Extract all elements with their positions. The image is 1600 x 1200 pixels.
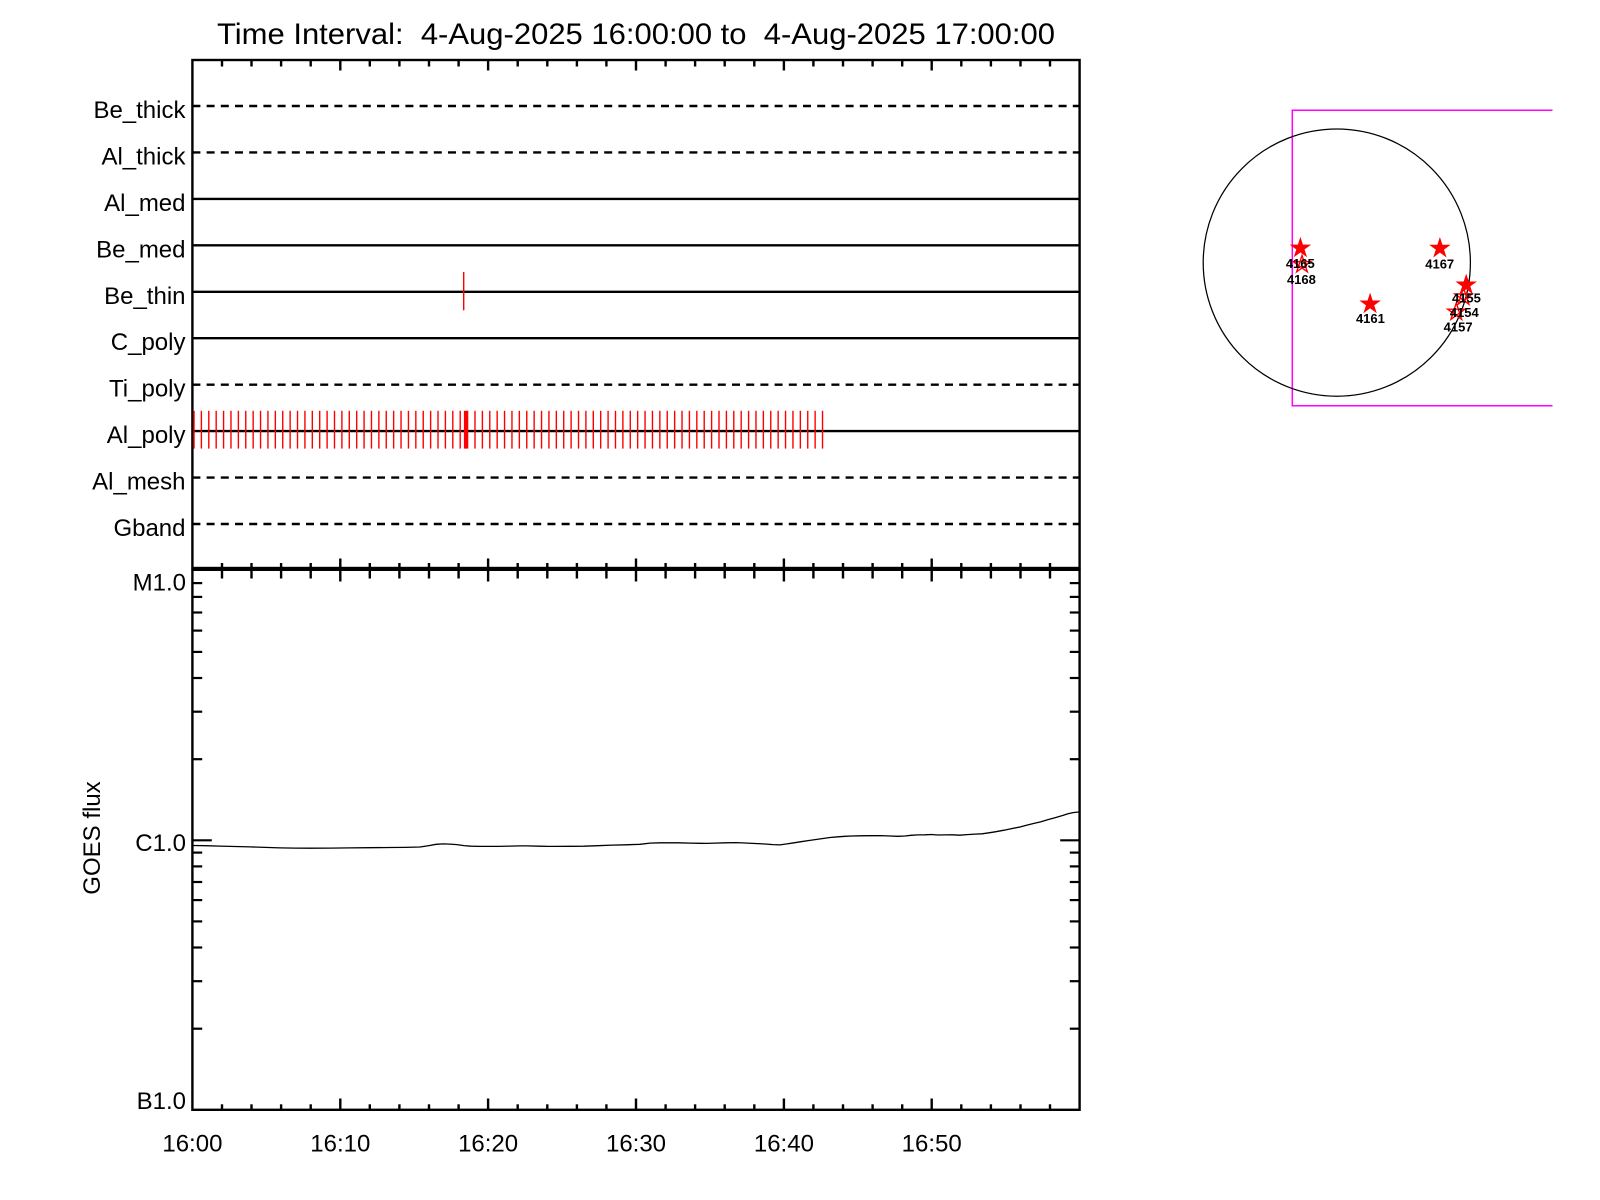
svg-text:4168: 4168	[1287, 272, 1316, 287]
svg-text:GOES flux: GOES flux	[79, 781, 106, 894]
svg-text:4154: 4154	[1450, 305, 1480, 320]
svg-text:C1.0: C1.0	[135, 830, 186, 857]
svg-text:Time Interval: 4-Aug-2025 16:: Time Interval: 4-Aug-2025 16:00:00 to 4-…	[217, 18, 1055, 51]
svg-text:Gband: Gband	[113, 515, 185, 542]
svg-text:M1.0: M1.0	[133, 570, 186, 597]
svg-text:Be_thick: Be_thick	[93, 97, 186, 124]
svg-text:Al_mesh: Al_mesh	[92, 469, 185, 496]
svg-text:Be_med: Be_med	[96, 236, 185, 263]
svg-text:Al_med: Al_med	[104, 190, 185, 217]
svg-text:16:50: 16:50	[902, 1131, 962, 1158]
svg-text:16:30: 16:30	[606, 1131, 666, 1158]
svg-text:Be_thin: Be_thin	[104, 283, 185, 310]
svg-text:4155: 4155	[1452, 290, 1481, 305]
svg-text:4157: 4157	[1444, 320, 1473, 335]
svg-text:B1.0: B1.0	[137, 1088, 186, 1115]
svg-text:C_poly: C_poly	[111, 329, 186, 356]
svg-text:16:10: 16:10	[310, 1131, 370, 1158]
svg-text:Al_thick: Al_thick	[101, 143, 186, 170]
svg-text:4167: 4167	[1425, 256, 1454, 271]
svg-text:4161: 4161	[1356, 311, 1385, 326]
svg-text:Ti_poly: Ti_poly	[109, 376, 185, 403]
svg-text:16:00: 16:00	[162, 1131, 222, 1158]
svg-text:16:40: 16:40	[754, 1131, 814, 1158]
svg-text:16:20: 16:20	[458, 1131, 518, 1158]
svg-text:4165: 4165	[1286, 256, 1315, 271]
svg-text:Al_poly: Al_poly	[107, 422, 186, 449]
